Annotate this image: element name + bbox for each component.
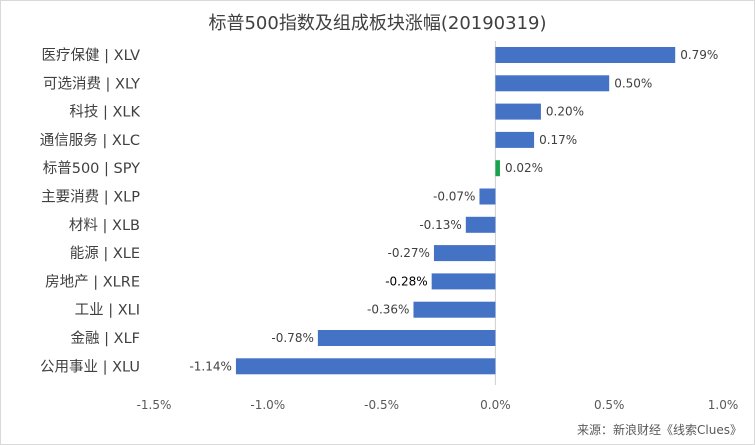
category-label: 通信服务 | XLC xyxy=(40,132,140,149)
data-label: -0.28% xyxy=(385,274,427,288)
data-label: -0.07% xyxy=(433,190,475,204)
x-tick-label: 0.0% xyxy=(480,398,511,412)
chart-title: 标普500指数及组成板块涨幅(20190319) xyxy=(208,13,547,34)
category-label: 工业 | XLI xyxy=(75,302,140,319)
data-label: -0.36% xyxy=(367,303,409,317)
data-label: 0.50% xyxy=(614,76,652,90)
data-label: -0.13% xyxy=(419,218,461,232)
bar xyxy=(465,216,496,233)
x-tick-label: -1.0% xyxy=(250,398,285,412)
data-label: 0.02% xyxy=(505,161,543,175)
x-tick-label: 1.0% xyxy=(708,398,739,412)
bar xyxy=(413,301,496,318)
bar xyxy=(495,47,676,63)
category-label: 公用事业 | XLU xyxy=(40,358,140,375)
category-label: 可选消费 | XLY xyxy=(43,75,140,92)
category-label: 能源 | XLE xyxy=(70,245,140,262)
data-label: 0.17% xyxy=(539,133,577,147)
bar xyxy=(235,358,496,375)
source-note: 来源：新浪财经《线索Clues》 xyxy=(577,423,742,437)
bar xyxy=(433,245,496,262)
x-tick-label: 0.5% xyxy=(594,398,625,412)
category-label: 科技 | XLK xyxy=(69,104,140,121)
category-label: 金融 | XLF xyxy=(71,330,140,347)
data-label: -1.14% xyxy=(189,359,231,373)
bar xyxy=(495,160,500,177)
category-label: 主要消费 | XLP xyxy=(41,189,140,206)
x-tick-label: -1.5% xyxy=(137,398,172,412)
category-label: 医疗保健 | XLV xyxy=(42,47,141,64)
bar xyxy=(317,330,496,346)
bar xyxy=(495,131,535,148)
bar xyxy=(479,188,496,205)
data-label: -0.78% xyxy=(271,331,313,345)
bar xyxy=(431,273,496,290)
data-label: 0.79% xyxy=(680,48,718,62)
category-label: 标普500 | SPY xyxy=(43,160,140,177)
data-label: -0.27% xyxy=(387,246,429,260)
bar xyxy=(495,75,610,92)
x-tick-label: -0.5% xyxy=(364,398,399,412)
category-label: 材料 | XLB xyxy=(69,217,140,234)
data-label: 0.20% xyxy=(546,105,584,119)
bar xyxy=(495,103,541,120)
category-label: 房地产 | XLRE xyxy=(45,273,140,290)
